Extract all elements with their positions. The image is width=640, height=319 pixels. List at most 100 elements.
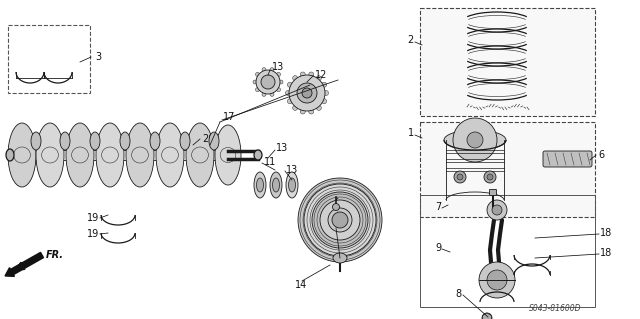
Text: 16: 16 bbox=[340, 192, 352, 202]
FancyBboxPatch shape bbox=[543, 151, 592, 167]
Circle shape bbox=[308, 72, 314, 77]
Text: 13: 13 bbox=[272, 62, 284, 72]
Circle shape bbox=[312, 192, 368, 248]
FancyArrow shape bbox=[5, 252, 44, 276]
Text: 2: 2 bbox=[408, 35, 414, 45]
Ellipse shape bbox=[254, 172, 266, 198]
Circle shape bbox=[322, 82, 326, 87]
Ellipse shape bbox=[120, 132, 130, 150]
Circle shape bbox=[334, 214, 346, 226]
Circle shape bbox=[270, 93, 274, 96]
Circle shape bbox=[302, 88, 312, 98]
Bar bbox=[420, 8, 595, 116]
Text: 3: 3 bbox=[95, 52, 101, 62]
Circle shape bbox=[320, 200, 360, 240]
Bar bbox=[420, 122, 595, 217]
Circle shape bbox=[484, 171, 496, 183]
Text: 19: 19 bbox=[87, 213, 99, 223]
Circle shape bbox=[487, 174, 493, 180]
Text: 6: 6 bbox=[598, 150, 604, 160]
Circle shape bbox=[328, 208, 352, 232]
Text: 18: 18 bbox=[600, 228, 612, 238]
Circle shape bbox=[487, 200, 507, 220]
Text: 18: 18 bbox=[600, 248, 612, 258]
Ellipse shape bbox=[186, 123, 214, 187]
Ellipse shape bbox=[286, 172, 298, 198]
Circle shape bbox=[479, 262, 515, 298]
Text: 12: 12 bbox=[315, 70, 328, 80]
Circle shape bbox=[453, 118, 497, 162]
Ellipse shape bbox=[8, 123, 36, 187]
Circle shape bbox=[270, 68, 274, 72]
FancyBboxPatch shape bbox=[490, 189, 497, 196]
Ellipse shape bbox=[482, 313, 492, 319]
Circle shape bbox=[255, 88, 259, 92]
Circle shape bbox=[279, 80, 283, 84]
Circle shape bbox=[276, 88, 280, 92]
Circle shape bbox=[289, 75, 325, 111]
Text: 13: 13 bbox=[276, 143, 288, 153]
Ellipse shape bbox=[90, 132, 100, 150]
Circle shape bbox=[285, 91, 291, 95]
Circle shape bbox=[292, 105, 298, 110]
Ellipse shape bbox=[289, 178, 296, 192]
Ellipse shape bbox=[66, 123, 94, 187]
Circle shape bbox=[492, 205, 502, 215]
Circle shape bbox=[304, 184, 376, 256]
Text: 1: 1 bbox=[408, 128, 414, 138]
Ellipse shape bbox=[150, 132, 160, 150]
Circle shape bbox=[253, 80, 257, 84]
Ellipse shape bbox=[31, 132, 41, 150]
Circle shape bbox=[333, 204, 339, 211]
Circle shape bbox=[467, 132, 483, 148]
Text: 11: 11 bbox=[264, 157, 276, 167]
Text: 15: 15 bbox=[338, 222, 350, 232]
Ellipse shape bbox=[333, 253, 347, 263]
Ellipse shape bbox=[126, 123, 154, 187]
Circle shape bbox=[322, 99, 326, 104]
Circle shape bbox=[292, 76, 298, 81]
Text: 19: 19 bbox=[87, 229, 99, 239]
Bar bbox=[420, 195, 595, 307]
Ellipse shape bbox=[444, 130, 506, 150]
Ellipse shape bbox=[156, 123, 184, 187]
Circle shape bbox=[316, 76, 321, 81]
Circle shape bbox=[255, 72, 259, 76]
Circle shape bbox=[308, 109, 314, 114]
Circle shape bbox=[487, 270, 507, 290]
Ellipse shape bbox=[60, 132, 70, 150]
Circle shape bbox=[332, 212, 348, 228]
Text: 13: 13 bbox=[286, 165, 298, 175]
Ellipse shape bbox=[180, 132, 190, 150]
Ellipse shape bbox=[96, 123, 124, 187]
Circle shape bbox=[297, 83, 317, 103]
Circle shape bbox=[262, 93, 266, 96]
Ellipse shape bbox=[273, 178, 280, 192]
Circle shape bbox=[316, 105, 321, 110]
Circle shape bbox=[457, 174, 463, 180]
Ellipse shape bbox=[254, 150, 262, 160]
Circle shape bbox=[256, 70, 280, 94]
Ellipse shape bbox=[36, 123, 64, 187]
Text: 9: 9 bbox=[435, 243, 441, 253]
Text: 20: 20 bbox=[202, 134, 214, 144]
Circle shape bbox=[454, 171, 466, 183]
Ellipse shape bbox=[209, 132, 219, 150]
Circle shape bbox=[261, 75, 275, 89]
Circle shape bbox=[287, 82, 292, 87]
Circle shape bbox=[276, 72, 280, 76]
Circle shape bbox=[287, 99, 292, 104]
Ellipse shape bbox=[6, 149, 14, 161]
Bar bbox=[8, 25, 90, 93]
Ellipse shape bbox=[257, 178, 264, 192]
Circle shape bbox=[323, 91, 328, 95]
Text: 17: 17 bbox=[223, 112, 236, 122]
Circle shape bbox=[300, 72, 305, 77]
Text: 8: 8 bbox=[456, 289, 462, 299]
Text: 14: 14 bbox=[295, 280, 307, 290]
Circle shape bbox=[262, 68, 266, 72]
Text: S043-81600D: S043-81600D bbox=[529, 304, 581, 313]
Text: FR.: FR. bbox=[46, 250, 64, 260]
Circle shape bbox=[300, 109, 305, 114]
Ellipse shape bbox=[215, 125, 241, 185]
